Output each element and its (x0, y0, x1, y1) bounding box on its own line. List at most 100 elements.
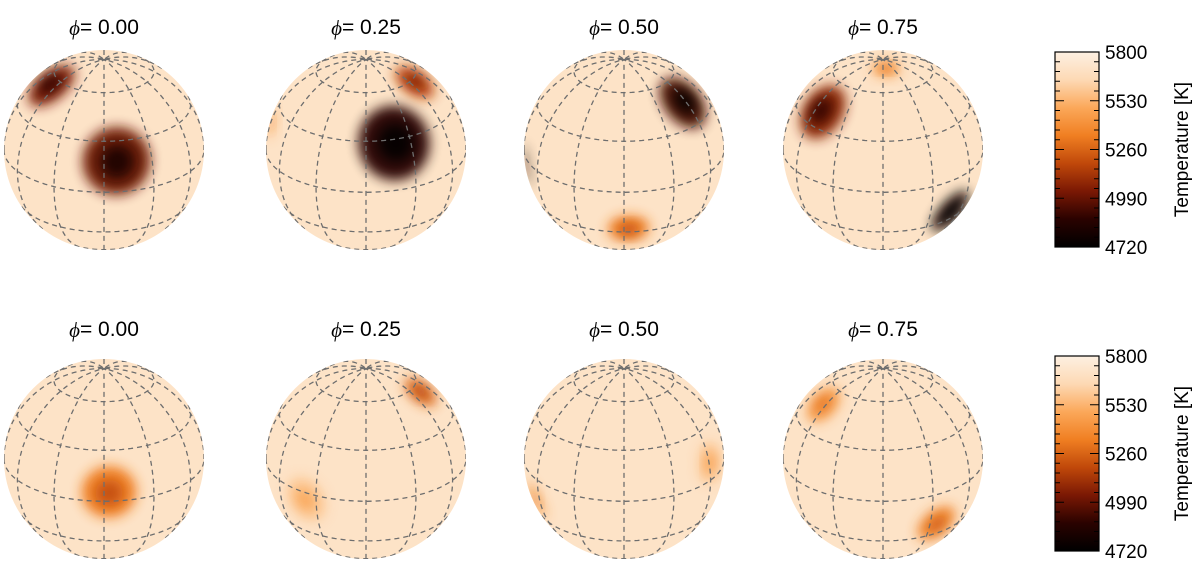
longitude-line (832, 58, 884, 248)
longitude-line (824, 56, 884, 70)
phase-value: 0.75 (877, 318, 918, 341)
starspot-core (99, 144, 135, 179)
phase-value: 0.50 (618, 318, 659, 341)
colorbar-tick-label: 5260 (1105, 141, 1147, 162)
latitude-line (541, 206, 707, 233)
starspot-core (705, 452, 716, 474)
longitude-line (573, 58, 625, 248)
longitude-line (882, 58, 934, 248)
phase-prefix: = (80, 318, 98, 341)
temperature-colorbar: 5800 5530 5260 4990 4720 Temperature [K] (1054, 347, 1193, 563)
longitude-line (601, 51, 625, 60)
starspot-core (927, 515, 947, 533)
phase-value: 0.75 (877, 16, 918, 39)
colorbar-tick-label: 4720 (1105, 542, 1147, 563)
longitude-line (81, 51, 105, 60)
longitude-line (103, 58, 192, 230)
longitude-line (53, 367, 105, 557)
phase-symbol: ϕ (69, 16, 80, 40)
phase-value: 0.00 (98, 318, 139, 341)
colorbar-tick-label: 4990 (1105, 189, 1147, 210)
phase-symbol: ϕ (848, 16, 859, 40)
phase-symbol: ϕ (589, 16, 600, 40)
disk-content (4, 50, 204, 250)
phase-label: ϕ= 0.00 (69, 318, 139, 342)
longitude-line (365, 365, 425, 379)
longitude-line (365, 56, 425, 70)
longitude-line (315, 367, 367, 557)
colorbar-tick-label: 5800 (1105, 347, 1147, 368)
longitude-line (307, 365, 367, 379)
longitude-line (365, 367, 454, 539)
phase-prefix: = (600, 318, 618, 341)
longitude-line (81, 360, 105, 369)
phase-symbol: ϕ (69, 318, 80, 342)
starspot-core (377, 123, 414, 162)
starspot (524, 141, 532, 189)
longitude-line (623, 58, 712, 230)
stellar-disk-panel: ϕ= 0.00 (4, 318, 204, 559)
longitude-line (832, 367, 884, 557)
longitude-line (343, 360, 367, 369)
longitude-line (103, 367, 204, 460)
latitude-line (21, 515, 187, 542)
phase-prefix: = (600, 16, 618, 39)
phase-symbol: ϕ (589, 318, 600, 342)
longitude-line (103, 58, 155, 248)
longitude-line (860, 360, 884, 369)
longitude-line (783, 367, 884, 460)
longitude-line (365, 58, 466, 151)
colorbar-tick-label: 5260 (1105, 445, 1147, 466)
longitude-line (860, 51, 884, 60)
colorbar-tick-label: 5800 (1105, 43, 1147, 64)
stellar-disk-panel: ϕ= 0.50 (524, 16, 724, 250)
longitude-line (882, 360, 906, 369)
colorbar-tick-label: 4720 (1105, 238, 1147, 259)
colorbar-title: Temperature [K] (1172, 386, 1193, 521)
starspot-core (38, 73, 62, 95)
longitude-line (623, 367, 712, 539)
phase-label: ϕ= 0.00 (69, 16, 139, 40)
longitude-line (623, 51, 647, 60)
longitude-line (536, 367, 625, 539)
stellar-disk-panel: ϕ= 0.75 (783, 16, 983, 250)
longitude-line (53, 58, 105, 248)
longitude-line (278, 367, 367, 539)
longitude-line (365, 58, 454, 230)
starspot-core (672, 88, 697, 115)
longitude-line (103, 51, 127, 60)
phase-prefix: = (859, 318, 877, 341)
longitude-line (824, 365, 884, 379)
stellar-disk-panel: ϕ= 0.25 (266, 318, 466, 559)
longitude-line (601, 360, 625, 369)
longitude-line (278, 58, 367, 230)
longitude-line (882, 367, 971, 539)
longitude-line (882, 56, 942, 70)
starspot-core (618, 223, 639, 236)
latitude-line (21, 206, 187, 233)
longitude-line (783, 58, 884, 151)
longitude-line (795, 367, 884, 539)
longitude-line (4, 367, 105, 460)
longitude-line (882, 365, 942, 379)
colorbar-tick-label: 5530 (1105, 92, 1147, 113)
longitude-line (882, 58, 971, 230)
longitude-line (524, 58, 625, 151)
longitude-line (307, 56, 367, 70)
starspot-core (942, 202, 962, 223)
longitude-line (45, 56, 105, 70)
starspot-core (405, 73, 426, 90)
phase-value: 0.00 (98, 16, 139, 39)
stellar-disk-panel: ϕ= 0.25 (266, 16, 466, 250)
longitude-line (16, 58, 105, 230)
longitude-line (343, 51, 367, 60)
longitude-line (315, 58, 367, 248)
starspot-core (524, 153, 528, 178)
latitude-line (283, 515, 449, 542)
longitude-line (365, 58, 417, 248)
longitude-line (45, 365, 105, 379)
longitude-line (623, 56, 683, 70)
phase-label: ϕ= 0.25 (331, 16, 401, 40)
phase-symbol: ϕ (331, 318, 342, 342)
